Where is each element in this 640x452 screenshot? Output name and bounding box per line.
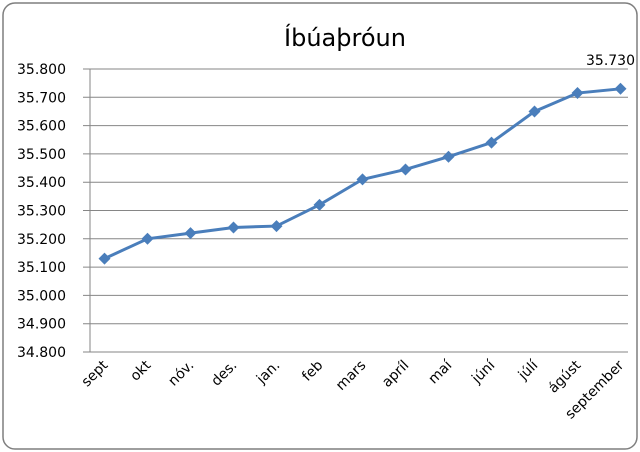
data-point [614, 82, 627, 95]
y-tick-label: 35.700 [17, 90, 66, 106]
data-point [98, 252, 111, 265]
data-label: 35.730 [586, 53, 635, 69]
y-tick-label: 34.800 [17, 345, 66, 361]
y-tick-label: 35.400 [17, 175, 66, 191]
data-point [571, 87, 584, 100]
data-point [356, 173, 369, 186]
data-point [485, 136, 498, 149]
y-tick-label: 35.600 [17, 119, 66, 135]
data-point [442, 150, 455, 163]
data-point [270, 220, 283, 233]
data-point [184, 227, 197, 240]
y-tick-label: 35.100 [17, 260, 66, 276]
y-tick-label: 35.500 [17, 147, 66, 163]
y-tick-label: 35.300 [17, 204, 66, 220]
data-point [528, 105, 541, 118]
y-tick-label: 34.900 [17, 317, 66, 333]
data-point [227, 221, 240, 234]
y-tick-label: 35.800 [17, 62, 66, 78]
y-tick-label: 35.200 [17, 232, 66, 248]
data-point [313, 198, 326, 211]
y-tick-label: 35.000 [17, 288, 66, 304]
data-point [399, 163, 412, 176]
data-point [141, 232, 154, 245]
chart-title: Íbúaþróun [284, 23, 406, 52]
